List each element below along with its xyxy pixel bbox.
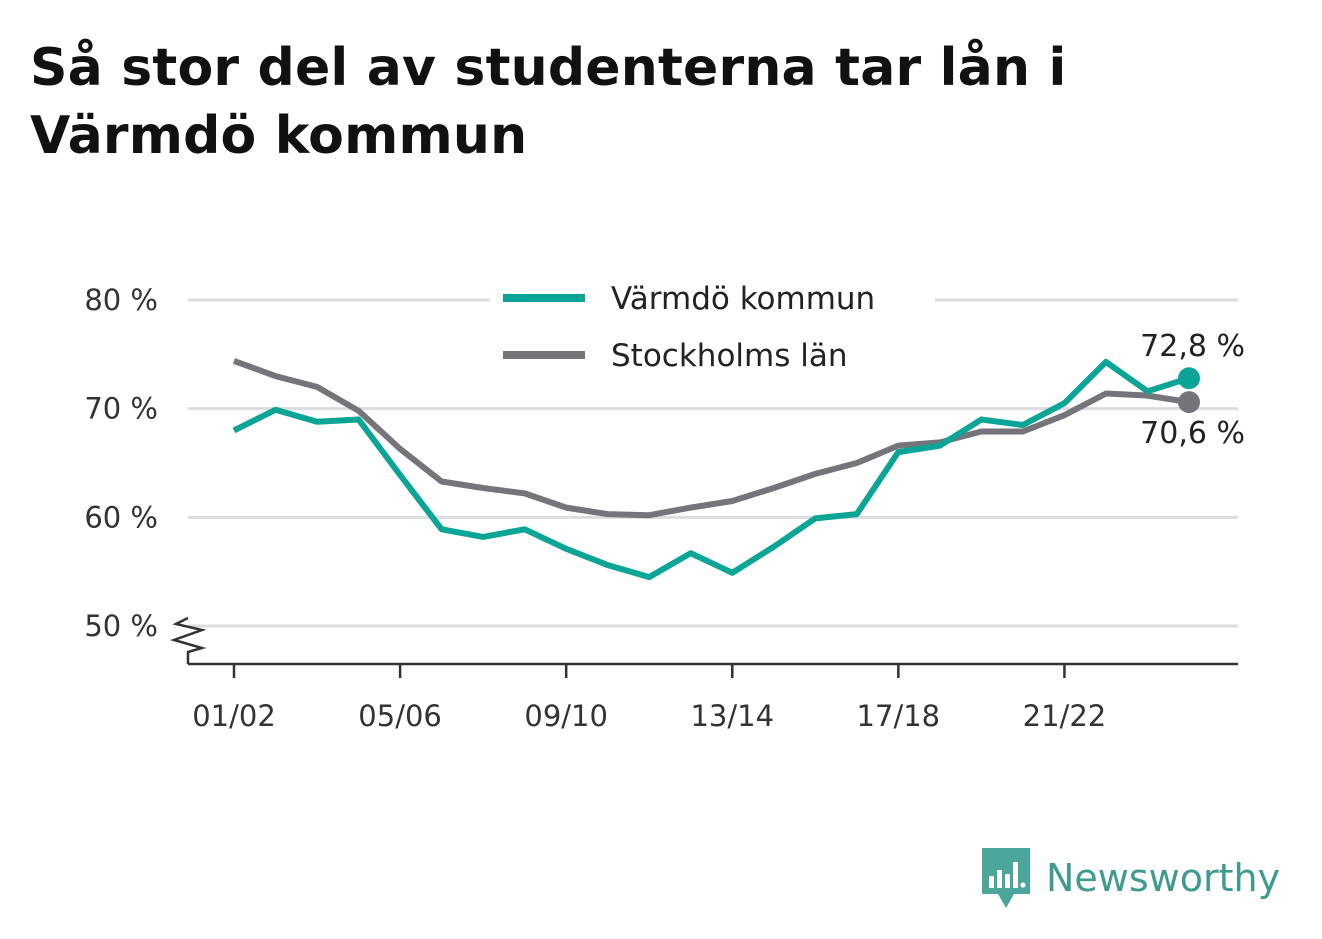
y-tick-label-80: 80 % [84,283,158,317]
x-tick-label-09-10: 09/10 [524,699,608,733]
legend: Värmdö kommun Stockholms län [490,274,935,384]
x-tick-label-17-18: 17/18 [857,699,941,733]
x-tick-label-01-02: 01/02 [192,699,276,733]
brand-name: Newsworthy [1046,856,1281,900]
end-label-stockholm: 70,6 % [1140,416,1245,451]
axis-break-icon [169,616,207,664]
x-tick-label-13-14: 13/14 [690,699,774,733]
newsworthy-logo-icon [982,848,1030,908]
legend-label-stockholm: Stockholms län [611,338,847,374]
end-point-stockholm [1178,391,1200,414]
legend-label-varmdo: Värmdö kommun [611,281,875,317]
end-labels: 72,8 % 70,6 % [1140,329,1245,451]
series-line-stockholm [232,358,1190,519]
legend-background [490,274,935,384]
series-line-varmdo [232,358,1190,581]
series-lines [232,358,1200,581]
end-point-varmdo [1178,367,1200,390]
y-tick-label-60: 60 % [84,500,158,534]
chart-title: Så stor del av studenterna tar lån i Vär… [30,38,1067,166]
y-tick-label-70: 70 % [84,392,158,426]
brand-logo: Newsworthy [980,846,1280,910]
end-label-varmdo: 72,8 % [1140,329,1245,364]
x-axis: 01/02 05/06 09/10 13/14 17/18 21/22 [188,662,1238,733]
y-tick-label-50: 50 % [84,609,158,643]
x-tick-label-21-22: 21/22 [1023,699,1107,733]
y-axis: 50 % 60 % 70 % 80 % [84,283,207,664]
x-tick-label-05-06: 05/06 [358,699,442,733]
